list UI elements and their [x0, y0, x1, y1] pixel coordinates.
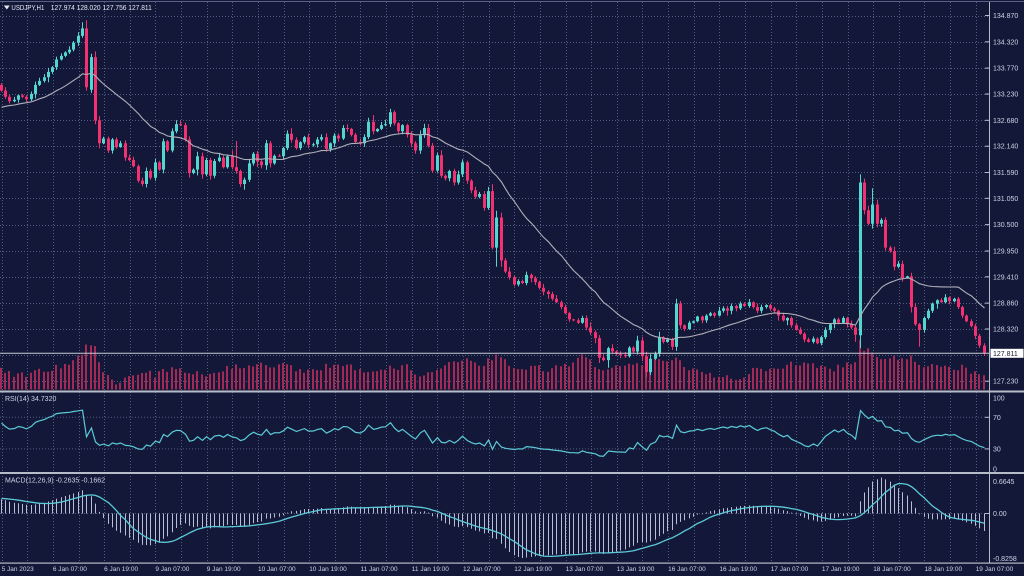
svg-text:6 Jan 19:00: 6 Jan 19:00 — [104, 566, 138, 573]
svg-text:134.870: 134.870 — [993, 13, 1018, 20]
svg-text:128.860: 128.860 — [993, 301, 1018, 308]
svg-text:134.320: 134.320 — [993, 39, 1018, 46]
svg-text:13 Jan 19:00: 13 Jan 19:00 — [617, 566, 655, 573]
svg-text:11 Jan 07:00: 11 Jan 07:00 — [361, 566, 398, 573]
svg-text:133.770: 133.770 — [993, 66, 1018, 73]
svg-text:6 Jan 07:00: 6 Jan 07:00 — [53, 566, 87, 573]
svg-text:-0.8258: -0.8258 — [993, 556, 1017, 563]
svg-text:70: 70 — [993, 415, 1001, 422]
svg-text:127.230: 127.230 — [993, 379, 1018, 386]
svg-text:MACD(12,26,9) -0.2635 -0.1662: MACD(12,26,9) -0.2635 -0.1662 — [5, 478, 105, 485]
svg-text:10 Jan 19:00: 10 Jan 19:00 — [309, 566, 347, 573]
svg-text:19 Jan 07:00: 19 Jan 07:00 — [976, 566, 1014, 573]
svg-text:129.410: 129.410 — [993, 274, 1018, 281]
svg-text:17 Jan 07:00: 17 Jan 07:00 — [771, 566, 809, 573]
svg-text:133.230: 133.230 — [993, 92, 1018, 99]
svg-text:131.590: 131.590 — [993, 170, 1018, 177]
svg-text:0: 0 — [993, 466, 997, 473]
svg-text:12 Jan 19:00: 12 Jan 19:00 — [514, 566, 552, 573]
svg-text:0.6645: 0.6645 — [993, 479, 1015, 486]
svg-text:18 Jan 19:00: 18 Jan 19:00 — [925, 566, 963, 573]
svg-text:16 Jan 07:00: 16 Jan 07:00 — [668, 566, 706, 573]
svg-text:132.140: 132.140 — [993, 144, 1018, 151]
svg-text:5 Jan 2023: 5 Jan 2023 — [2, 566, 35, 573]
svg-text:129.950: 129.950 — [993, 249, 1018, 256]
svg-text:9 Jan 07:00: 9 Jan 07:00 — [155, 566, 189, 573]
svg-text:USDJPY,H1: USDJPY,H1 — [11, 3, 44, 12]
svg-text:127.811: 127.811 — [993, 351, 1018, 358]
svg-text:0.00: 0.00 — [993, 511, 1007, 518]
svg-text:17 Jan 19:00: 17 Jan 19:00 — [822, 566, 860, 573]
svg-text:13 Jan 07:00: 13 Jan 07:00 — [566, 566, 604, 573]
svg-text:12 Jan 07:00: 12 Jan 07:00 — [463, 566, 501, 573]
svg-text:100: 100 — [993, 396, 1005, 403]
svg-text:131.050: 131.050 — [993, 196, 1018, 203]
svg-text:127.974 128.020 127.756 127.81: 127.974 128.020 127.756 127.811 — [51, 3, 152, 12]
svg-text:9 Jan 19:00: 9 Jan 19:00 — [207, 566, 241, 573]
svg-text:RSI(14) 34.7320: RSI(14) 34.7320 — [5, 396, 56, 403]
svg-text:132.680: 132.680 — [993, 118, 1018, 125]
svg-text:18 Jan 07:00: 18 Jan 07:00 — [873, 566, 911, 573]
svg-text:10 Jan 07:00: 10 Jan 07:00 — [258, 566, 296, 573]
svg-text:128.320: 128.320 — [993, 327, 1018, 334]
svg-text:11 Jan 19:00: 11 Jan 19:00 — [412, 566, 449, 573]
svg-text:30: 30 — [993, 447, 1001, 454]
svg-text:16 Jan 19:00: 16 Jan 19:00 — [719, 566, 757, 573]
svg-text:130.500: 130.500 — [993, 222, 1018, 229]
